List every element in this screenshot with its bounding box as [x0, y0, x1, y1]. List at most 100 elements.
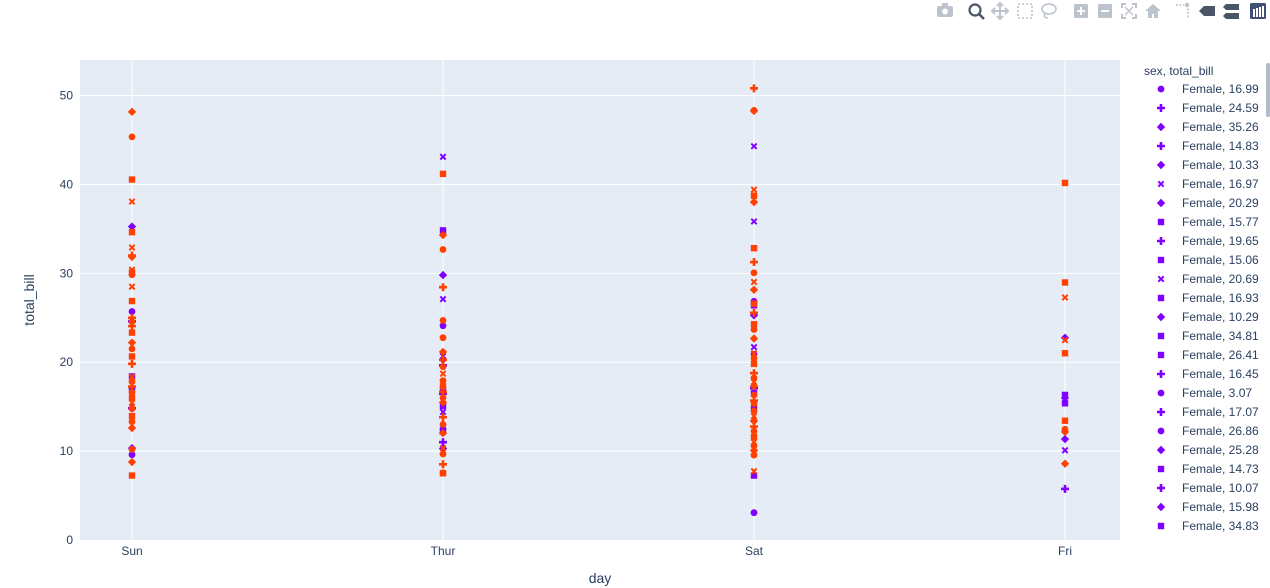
- data-point[interactable]: [1061, 417, 1069, 424]
- data-point[interactable]: [750, 269, 758, 277]
- data-point[interactable]: [439, 322, 447, 330]
- data-point[interactable]: [750, 412, 758, 420]
- data-point[interactable]: [127, 338, 137, 347]
- hover-closest-icon[interactable]: Show closest data on hover: [1199, 6, 1215, 16]
- data-point[interactable]: [1061, 446, 1069, 454]
- data-point[interactable]: [750, 400, 758, 407]
- pan-icon[interactable]: Pan: [990, 1, 1010, 21]
- data-point[interactable]: [749, 381, 759, 391]
- data-point[interactable]: [750, 84, 758, 93]
- data-point[interactable]: [128, 353, 136, 360]
- data-point[interactable]: [128, 308, 136, 315]
- data-point[interactable]: [750, 369, 758, 378]
- data-point[interactable]: [127, 457, 137, 467]
- data-point[interactable]: [1061, 350, 1069, 357]
- lasso-select-icon[interactable]: Lasso Select: [1041, 3, 1057, 19]
- data-point[interactable]: [750, 343, 758, 351]
- box-select-icon[interactable]: Box Select: [1017, 3, 1033, 19]
- data-point[interactable]: [750, 407, 758, 415]
- data-point[interactable]: [128, 198, 136, 205]
- data-point[interactable]: [750, 278, 758, 286]
- data-point[interactable]: [750, 258, 758, 267]
- data-point[interactable]: [750, 360, 758, 368]
- data-point[interactable]: [128, 405, 136, 413]
- data-point[interactable]: [750, 349, 758, 357]
- data-point[interactable]: [750, 422, 758, 431]
- data-point[interactable]: [750, 308, 758, 317]
- data-point[interactable]: [439, 334, 447, 342]
- legend-item[interactable]: Female, 20.29: [1156, 196, 1259, 210]
- data-point[interactable]: [128, 228, 136, 236]
- data-point[interactable]: [749, 285, 759, 294]
- legend-item[interactable]: Female, 10.07: [1157, 481, 1259, 495]
- data-point[interactable]: [750, 142, 758, 150]
- data-point[interactable]: [439, 421, 447, 428]
- data-point[interactable]: [438, 398, 448, 407]
- data-point[interactable]: [127, 107, 137, 117]
- legend-item[interactable]: Female, 20.69: [1157, 272, 1259, 286]
- home-icon[interactable]: Reset axes: [1145, 4, 1161, 18]
- data-point[interactable]: [128, 399, 136, 407]
- legend-item[interactable]: Female, 14.73: [1157, 462, 1259, 476]
- data-point[interactable]: [750, 244, 758, 252]
- data-point[interactable]: [439, 316, 447, 324]
- legend-item[interactable]: Female, 34.81: [1157, 329, 1259, 343]
- legend-item[interactable]: Female, 34.83: [1157, 519, 1259, 533]
- data-point[interactable]: [128, 297, 136, 305]
- data-point[interactable]: [439, 444, 447, 452]
- legend[interactable]: sex, total_bill Female, 16.99 Female, 24.…: [1144, 63, 1270, 533]
- legend-item[interactable]: Female, 35.26: [1156, 120, 1259, 134]
- legend-item[interactable]: Female, 19.65: [1157, 234, 1259, 248]
- data-point[interactable]: [749, 197, 759, 207]
- data-point[interactable]: [127, 423, 137, 433]
- legend-item[interactable]: Female, 16.93: [1157, 291, 1259, 305]
- data-point[interactable]: [750, 321, 758, 328]
- legend-item[interactable]: Female, 25.28: [1156, 443, 1259, 457]
- data-point[interactable]: [1060, 427, 1070, 437]
- data-point[interactable]: [750, 300, 758, 307]
- legend-item[interactable]: Female, 15.98: [1156, 500, 1259, 514]
- data-point[interactable]: [128, 451, 136, 459]
- data-point[interactable]: [128, 133, 136, 141]
- data-point[interactable]: [1061, 294, 1069, 301]
- legend-item[interactable]: Female, 26.86: [1157, 424, 1259, 438]
- data-point[interactable]: [750, 467, 758, 475]
- data-point[interactable]: [750, 472, 758, 479]
- legend-items[interactable]: Female, 16.99 Female, 24.59 Female, 35.26 F…: [1156, 82, 1259, 533]
- data-point[interactable]: [1060, 333, 1070, 342]
- camera-icon[interactable]: Download plot as a png: [937, 3, 953, 17]
- data-point[interactable]: [128, 378, 136, 386]
- data-point[interactable]: [128, 176, 136, 183]
- data-point[interactable]: [439, 355, 447, 364]
- data-point[interactable]: [128, 283, 136, 291]
- zoom-out-icon[interactable]: Zoom out: [1098, 4, 1112, 18]
- data-point[interactable]: [439, 153, 447, 161]
- legend-item[interactable]: Female, 3.07: [1157, 386, 1253, 400]
- legend-item[interactable]: Female, 10.29: [1156, 310, 1259, 324]
- data-point[interactable]: [128, 322, 136, 331]
- data-point[interactable]: [749, 334, 759, 343]
- data-point[interactable]: [438, 230, 448, 240]
- hover-compare-icon[interactable]: Compare data on hover: [1223, 4, 1239, 19]
- data-point[interactable]: [439, 283, 447, 292]
- data-point[interactable]: [750, 451, 758, 459]
- data-point[interactable]: [439, 413, 447, 422]
- data-point[interactable]: [439, 383, 447, 390]
- data-point[interactable]: [1060, 393, 1070, 403]
- plot-area[interactable]: [80, 60, 1120, 540]
- data-point[interactable]: [750, 442, 758, 450]
- data-point[interactable]: [1060, 434, 1070, 444]
- data-point[interactable]: [439, 295, 447, 303]
- legend-item[interactable]: Female, 10.33: [1156, 158, 1259, 172]
- data-point[interactable]: [127, 252, 137, 262]
- data-point[interactable]: [750, 427, 758, 435]
- data-point[interactable]: [439, 408, 447, 416]
- data-point[interactable]: [128, 329, 136, 336]
- data-point[interactable]: [128, 244, 136, 251]
- legend-item[interactable]: Female, 26.41: [1157, 348, 1259, 362]
- data-point[interactable]: [128, 418, 136, 426]
- data-point[interactable]: [439, 363, 447, 371]
- data-point[interactable]: [439, 246, 447, 253]
- data-point[interactable]: [750, 391, 758, 399]
- data-point[interactable]: [439, 438, 447, 447]
